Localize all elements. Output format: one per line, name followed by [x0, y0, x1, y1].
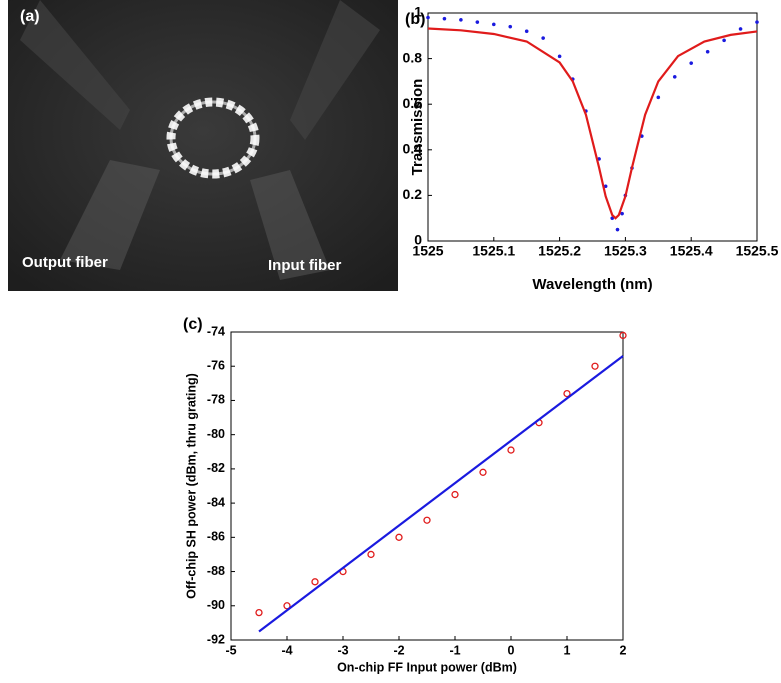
data-point: [610, 216, 615, 221]
y-tick-label: 0: [414, 232, 422, 248]
data-point: [591, 362, 599, 370]
series-line: [427, 27, 758, 220]
y-tick-label: 0.8: [403, 49, 423, 65]
y-tick-label: 0.2: [403, 186, 423, 202]
y-axis-label: Off-chip SH power (dBm, thru grating): [184, 373, 198, 599]
series-line: [258, 355, 624, 633]
fiber: [250, 170, 330, 280]
data-point: [541, 36, 546, 40]
y-tick-label: -80: [207, 427, 225, 441]
data-point: [507, 446, 515, 454]
data-point: [423, 516, 431, 524]
ring-glow: [169, 100, 257, 176]
data-point: [475, 20, 480, 24]
x-tick-label: -3: [337, 643, 348, 657]
x-axis-label: Wavelength (nm): [532, 276, 652, 293]
data-point: [459, 17, 463, 22]
data-point: [738, 27, 743, 31]
data-point: [367, 550, 375, 559]
x-tick-label: 1525.1: [472, 243, 515, 259]
fiber: [60, 160, 160, 270]
x-axis-label: On-chip FF Input power (dBm): [337, 660, 517, 674]
photo-panel: (a) Output fiber Input fiber: [8, 0, 398, 291]
y-tick-label: -92: [207, 632, 225, 646]
x-tick-label: -5: [225, 643, 236, 657]
fiber: [290, 0, 380, 140]
y-tick-label: 1: [414, 4, 422, 20]
y-tick-label: -76: [207, 359, 225, 373]
data-point: [619, 331, 627, 340]
y-tick-label: -84: [207, 495, 225, 509]
data-point: [656, 95, 661, 100]
annotation: Input fiber: [268, 257, 341, 274]
data-point: [255, 608, 263, 617]
data-point: [620, 211, 624, 216]
x-tick-label: 0: [508, 643, 515, 657]
data-point: [311, 578, 319, 586]
data-point: [672, 74, 677, 79]
data-point: [563, 389, 571, 398]
plot-frame: [427, 12, 758, 242]
x-tick-label: 1525.2: [538, 243, 581, 259]
data-point: [615, 227, 620, 232]
x-tick-label: -4: [281, 643, 292, 657]
panel-label: (b): [405, 11, 425, 28]
fiber: [20, 0, 130, 130]
y-tick-label: 0.4: [403, 141, 423, 157]
x-tick-label: 1525: [412, 243, 443, 259]
x-tick-label: 1525.3: [604, 243, 647, 259]
data-point: [491, 22, 496, 27]
y-tick-label: -86: [207, 530, 225, 544]
x-tick-label: -2: [393, 643, 404, 657]
data-point: [557, 54, 562, 59]
plot-frame: [230, 331, 624, 641]
data-point: [689, 61, 694, 66]
y-tick-label: -82: [207, 461, 225, 475]
x-tick-label: 1: [564, 643, 571, 657]
data-point: [283, 602, 291, 610]
y-tick-label: -78: [207, 393, 225, 407]
data-point: [479, 468, 487, 476]
data-point: [755, 20, 759, 24]
data-point: [722, 38, 726, 43]
data-point: [524, 29, 529, 34]
x-tick-label: 2: [620, 643, 627, 657]
x-tick-label: -1: [449, 643, 460, 657]
y-tick-label: -74: [207, 324, 225, 338]
x-tick-label: 1525.4: [670, 243, 713, 259]
annotation: Output fiber: [22, 254, 108, 271]
data-point: [508, 24, 513, 29]
y-tick-label: 0.6: [403, 95, 423, 111]
y-axis-label: Transmission: [409, 79, 426, 176]
data-point: [451, 490, 459, 499]
data-point: [395, 533, 403, 541]
data-point: [426, 15, 430, 20]
data-point: [442, 16, 447, 21]
x-tick-label: 1525.5: [736, 243, 779, 259]
data-point: [705, 49, 710, 54]
panel-label: (a): [20, 8, 40, 25]
panel-label: (c): [183, 316, 203, 333]
y-tick-label: -90: [207, 598, 225, 612]
y-tick-label: -88: [207, 564, 225, 578]
